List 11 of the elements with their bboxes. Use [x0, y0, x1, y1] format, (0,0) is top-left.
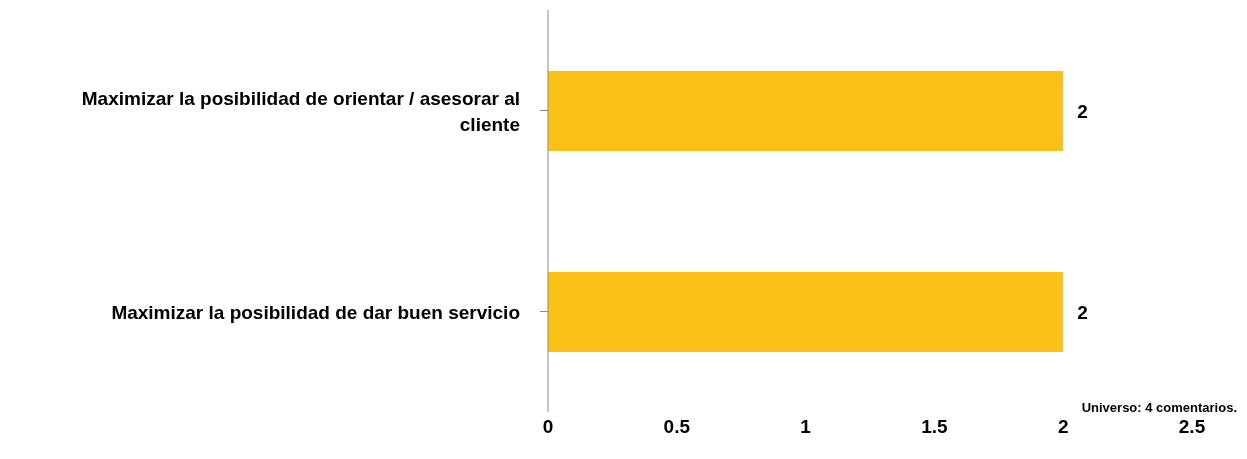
x-tick-label: 2	[1057, 416, 1069, 438]
x-tick-label: 1.5	[921, 416, 949, 438]
x-tick-label: 0.5	[663, 416, 691, 438]
x-tick-label: 2.5	[1178, 416, 1206, 438]
y-tick-label: Maximizar la posibilidad de orientar / asesorar al cliente	[81, 87, 520, 134]
y-tick-label: Maximizar la posibilidad de dar buen servicio	[111, 301, 520, 322]
data-label: 2	[1077, 301, 1088, 323]
x-tick-label: 0	[542, 416, 554, 438]
annotation: Universo: 4 comentarios.	[1081, 400, 1237, 415]
x-tick-label: 1	[800, 416, 812, 438]
data-label: 2	[1077, 100, 1088, 122]
